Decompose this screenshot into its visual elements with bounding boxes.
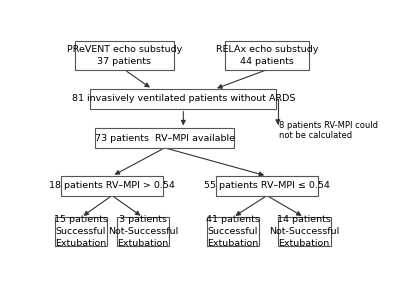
Text: 15 patients
Successful
Extubation: 15 patients Successful Extubation (54, 215, 108, 248)
FancyBboxPatch shape (225, 41, 309, 70)
FancyBboxPatch shape (61, 176, 163, 196)
FancyBboxPatch shape (206, 217, 259, 246)
Text: PReVENT echo substudy
37 patients: PReVENT echo substudy 37 patients (67, 45, 182, 66)
FancyBboxPatch shape (216, 176, 318, 196)
Text: 41 patients
Successful
Extubation: 41 patients Successful Extubation (206, 215, 260, 248)
Text: 14 patients
Not-Successful
Extubation: 14 patients Not-Successful Extubation (269, 215, 339, 248)
Text: RELAx echo substudy
44 patients: RELAx echo substudy 44 patients (216, 45, 318, 66)
Text: 81 invasively ventilated patients without ARDS: 81 invasively ventilated patients withou… (72, 94, 295, 103)
Text: 55 patients RV–MPI ≤ 0.54: 55 patients RV–MPI ≤ 0.54 (204, 181, 330, 190)
FancyBboxPatch shape (278, 217, 330, 246)
FancyBboxPatch shape (117, 217, 169, 246)
FancyBboxPatch shape (55, 217, 107, 246)
FancyBboxPatch shape (95, 128, 234, 148)
Text: 8 patients RV-MPI could
not be calculated: 8 patients RV-MPI could not be calculate… (279, 121, 378, 140)
Text: 3 patients
Not-Successful
Extubation: 3 patients Not-Successful Extubation (108, 215, 178, 248)
FancyBboxPatch shape (90, 89, 276, 109)
Text: 73 patients  RV–MPI available: 73 patients RV–MPI available (95, 134, 235, 143)
FancyBboxPatch shape (75, 41, 174, 70)
Text: 18 patients RV–MPI > 0.54: 18 patients RV–MPI > 0.54 (49, 181, 175, 190)
